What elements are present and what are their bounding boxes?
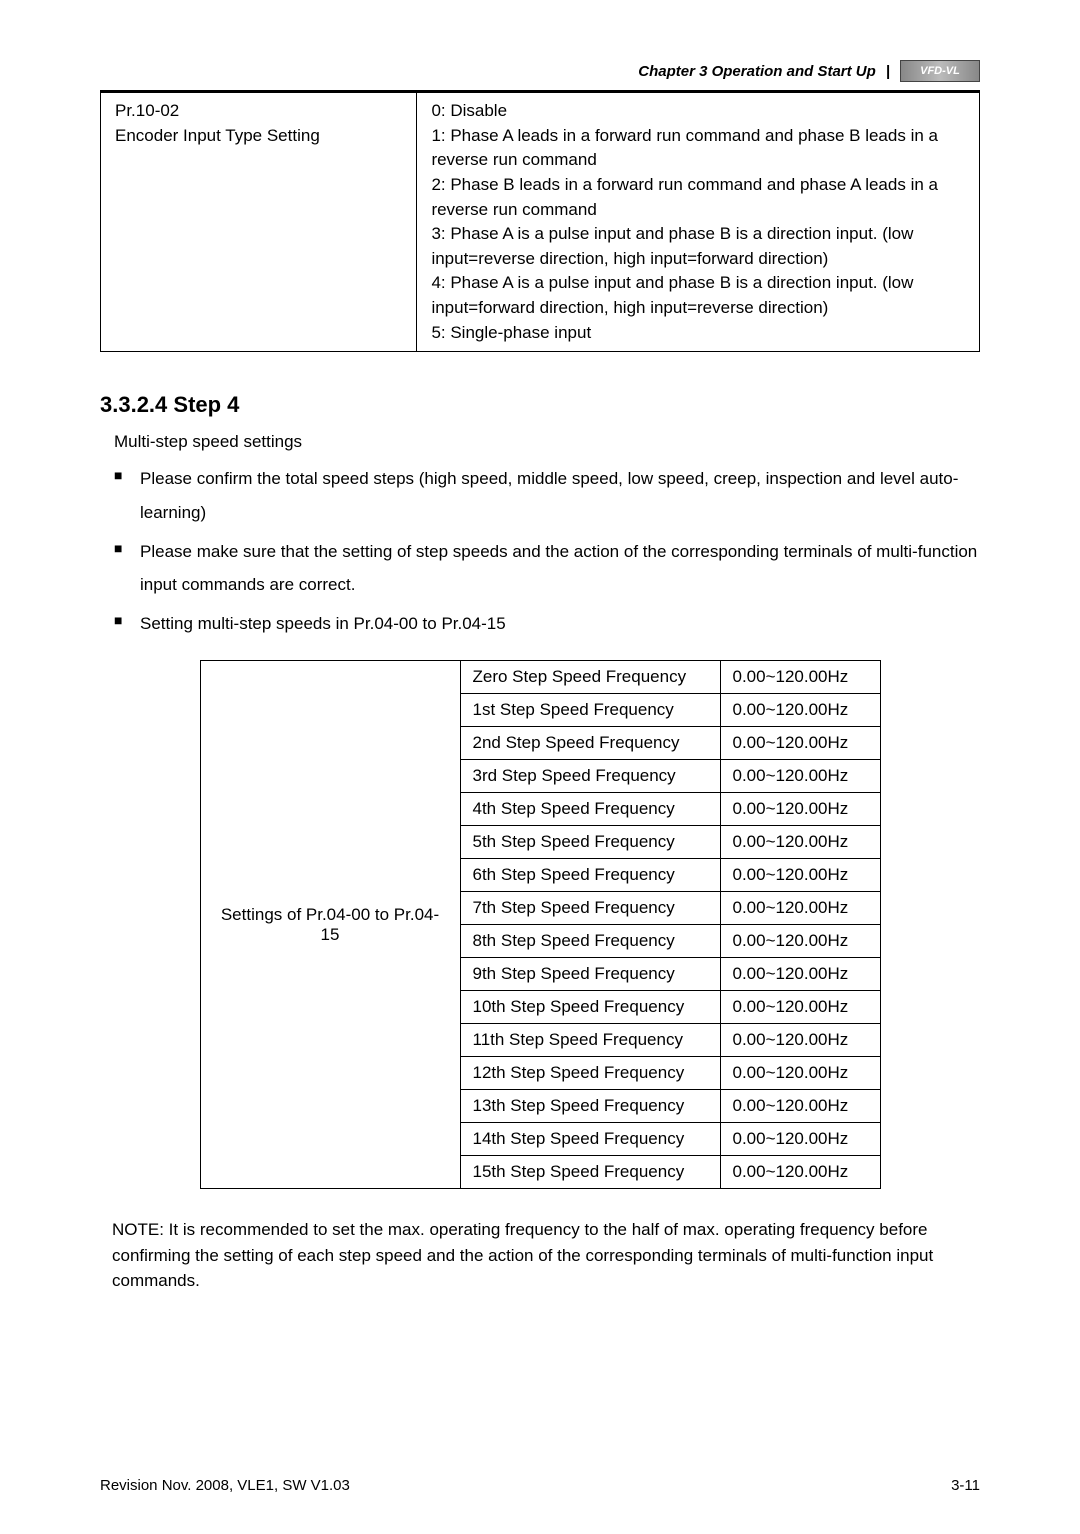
param-option: 5: Single-phase input [431,323,591,342]
param-id: Pr.10-02 [115,101,179,120]
freq-step-label: 6th Step Speed Frequency [460,859,720,892]
freq-range: 0.00~120.00Hz [720,826,880,859]
freq-step-label: 11th Step Speed Frequency [460,1024,720,1057]
freq-step-label: 10th Step Speed Frequency [460,991,720,1024]
bullet-item: Please confirm the total speed steps (hi… [114,462,980,528]
freq-step-label: 13th Step Speed Frequency [460,1090,720,1123]
freq-range: 0.00~120.00Hz [720,760,880,793]
freq-step-label: 2nd Step Speed Frequency [460,727,720,760]
freq-range: 0.00~120.00Hz [720,694,880,727]
bullet-item: Please make sure that the setting of ste… [114,535,980,601]
param-option: 0: Disable [431,101,507,120]
freq-range: 0.00~120.00Hz [720,958,880,991]
frequency-table: Settings of Pr.04-00 to Pr.04-15Zero Ste… [200,660,881,1189]
freq-range: 0.00~120.00Hz [720,1123,880,1156]
page-header: Chapter 3 Operation and Start Up | VFD-V… [100,60,980,82]
freq-step-label: 12th Step Speed Frequency [460,1057,720,1090]
freq-step-label: 9th Step Speed Frequency [460,958,720,991]
freq-range: 0.00~120.00Hz [720,1057,880,1090]
freq-step-label: 15th Step Speed Frequency [460,1156,720,1189]
param-option: 3: Phase A is a pulse input and phase B … [431,224,913,268]
freq-step-label: 14th Step Speed Frequency [460,1123,720,1156]
freq-table-left-label: Settings of Pr.04-00 to Pr.04-15 [200,661,460,1189]
bullet-list: Please confirm the total speed steps (hi… [114,462,980,640]
footer-revision: Revision Nov. 2008, VLE1, SW V1.03 [100,1477,350,1494]
brand-logo: VFD-VL [900,60,980,82]
param-option: 1: Phase A leads in a forward run comman… [431,126,938,170]
freq-range: 0.00~120.00Hz [720,793,880,826]
freq-range: 0.00~120.00Hz [720,859,880,892]
bullet-item: Setting multi-step speeds in Pr.04-00 to… [114,607,980,640]
param-name: Encoder Input Type Setting [115,126,320,145]
freq-range: 0.00~120.00Hz [720,991,880,1024]
freq-step-label: Zero Step Speed Frequency [460,661,720,694]
freq-range: 0.00~120.00Hz [720,925,880,958]
param-option: 4: Phase A is a pulse input and phase B … [431,273,913,317]
freq-step-label: 1st Step Speed Frequency [460,694,720,727]
freq-range: 0.00~120.00Hz [720,1090,880,1123]
param-name-cell: Pr.10-02 Encoder Input Type Setting [101,93,417,352]
freq-range: 0.00~120.00Hz [720,727,880,760]
section-intro: Multi-step speed settings [114,432,980,452]
freq-range: 0.00~120.00Hz [720,661,880,694]
freq-step-label: 5th Step Speed Frequency [460,826,720,859]
freq-range: 0.00~120.00Hz [720,1024,880,1057]
note-text: NOTE: It is recommended to set the max. … [112,1217,968,1294]
freq-step-label: 4th Step Speed Frequency [460,793,720,826]
freq-step-label: 8th Step Speed Frequency [460,925,720,958]
section-heading: 3.3.2.4 Step 4 [100,392,980,418]
freq-range: 0.00~120.00Hz [720,892,880,925]
freq-step-label: 3rd Step Speed Frequency [460,760,720,793]
param-values-cell: 0: Disable 1: Phase A leads in a forward … [417,93,980,352]
freq-range: 0.00~120.00Hz [720,1156,880,1189]
chapter-title: Chapter 3 Operation and Start Up [638,63,876,80]
footer-page-number: 3-11 [951,1477,980,1494]
encoder-param-table: Pr.10-02 Encoder Input Type Setting 0: D… [100,92,980,352]
page-footer: Revision Nov. 2008, VLE1, SW V1.03 3-11 [100,1477,980,1494]
freq-step-label: 7th Step Speed Frequency [460,892,720,925]
param-option: 2: Phase B leads in a forward run comman… [431,175,938,219]
